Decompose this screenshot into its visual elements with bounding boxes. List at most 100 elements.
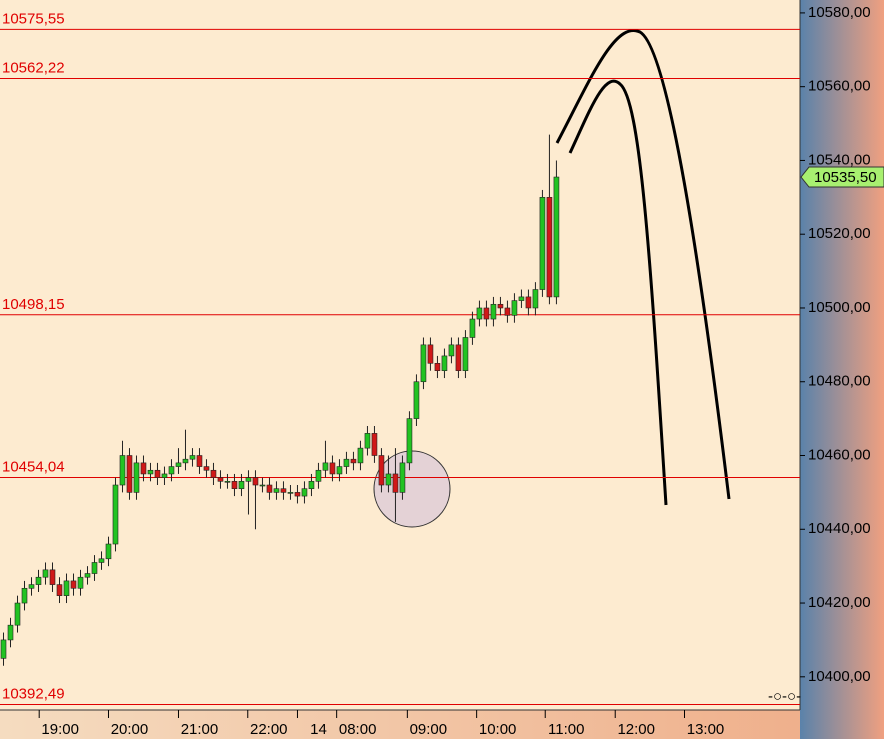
x-tick-label: 11:00: [548, 721, 584, 738]
candle-body: [546, 197, 553, 298]
candle-body: [371, 433, 378, 456]
candle-body: [119, 455, 126, 486]
candle-body: [42, 569, 49, 578]
candle-body: [140, 462, 147, 475]
y-tick-label: 10500,00: [808, 299, 871, 316]
candle-body: [483, 307, 490, 320]
candle-body: [539, 197, 546, 290]
candle-body: [161, 473, 168, 478]
candle-body: [175, 462, 182, 467]
candle-body: [287, 492, 294, 494]
candle-body: [7, 624, 14, 641]
last-price-tag: [800, 166, 884, 188]
candle-body: [14, 602, 21, 626]
candle-body: [357, 447, 364, 464]
candle-body: [420, 344, 427, 383]
y-tick-label: 10400,00: [808, 668, 871, 685]
candle-body: [245, 477, 252, 482]
candle-body: [406, 418, 413, 464]
candle-body: [392, 473, 399, 493]
candle-body: [84, 573, 91, 578]
candle-body: [259, 484, 266, 487]
candle-body: [273, 488, 280, 493]
candle-body: [525, 296, 532, 309]
projection-curve: [568, 79, 668, 506]
candle-body: [294, 492, 301, 497]
candle-body: [217, 477, 224, 482]
candle-body: [476, 307, 483, 320]
candle-body: [350, 458, 357, 464]
candle-body: [455, 344, 462, 371]
candle-body: [462, 337, 469, 371]
candle-body: [343, 458, 350, 467]
candle-body: [77, 576, 84, 589]
x-tick-label: 20:00: [111, 721, 149, 738]
candle-body: [56, 584, 63, 596]
candle-body: [231, 481, 238, 490]
candle-body: [497, 303, 504, 309]
candle-body: [63, 580, 70, 596]
y-tick-label: 10440,00: [808, 520, 871, 537]
candle-body: [511, 300, 518, 316]
y-tick-label: 10460,00: [808, 446, 871, 463]
candle-body: [329, 462, 336, 475]
x-tick-label: 09:00: [410, 721, 448, 738]
level-label: 10562,22: [2, 59, 65, 76]
x-tick-label: 21:00: [181, 721, 219, 738]
candle-body: [336, 466, 343, 475]
projection-curve: [555, 28, 731, 500]
last-price-label: 10535,50: [814, 169, 877, 186]
candle-body: [189, 455, 196, 460]
candle-body: [105, 543, 112, 560]
x-tick-label: 08:00: [339, 721, 377, 738]
candle-body: [532, 289, 539, 309]
candle-body: [147, 469, 154, 475]
candle-body: [203, 466, 210, 471]
candle-body: [168, 466, 175, 475]
x-tick-label: 10:00: [479, 721, 517, 738]
candle-body: [315, 469, 322, 482]
candle-body: [441, 355, 448, 371]
y-tick-label: 10480,00: [808, 373, 871, 390]
icon[interactable]: -○-○-: [768, 688, 801, 705]
level-label: 10498,15: [2, 296, 65, 313]
candle-body: [504, 307, 511, 316]
candle-body: [308, 481, 315, 490]
candle-body: [126, 455, 133, 493]
level-label: 10575,55: [2, 10, 65, 27]
x-tick-label: 22:00: [250, 721, 288, 738]
x-tick-label: 13:00: [687, 721, 725, 738]
candle-body: [98, 558, 105, 563]
candle-body: [266, 484, 273, 493]
candle-body: [413, 381, 420, 419]
candle-body: [196, 455, 203, 467]
candle-body: [322, 462, 329, 471]
candle-body: [385, 473, 392, 486]
candle-body: [112, 484, 119, 545]
candle-body: [154, 469, 161, 478]
candle-body: [469, 318, 476, 338]
candle-body: [35, 576, 42, 585]
candle-body: [210, 469, 217, 478]
y-tick-label: 10420,00: [808, 594, 871, 611]
y-tick-label: 10560,00: [808, 78, 871, 95]
candle-body: [70, 580, 77, 589]
candle-body: [434, 362, 441, 371]
x-tick-label: 14: [310, 721, 327, 738]
candle-body: [252, 477, 259, 486]
y-axis-area: [800, 0, 884, 739]
candle-body: [238, 481, 245, 490]
y-tick-label: 10540,00: [808, 151, 871, 168]
candle-body: [182, 458, 189, 464]
candle-body: [399, 462, 406, 493]
candle-body: [427, 344, 434, 364]
level-label: 10454,04: [2, 458, 65, 475]
candle-body: [91, 562, 98, 574]
candle-body: [0, 639, 7, 659]
candle-body: [490, 303, 497, 320]
x-tick-label: 12:00: [617, 721, 655, 738]
candle-body: [28, 584, 35, 589]
candle-body: [133, 462, 140, 493]
candle-body: [518, 296, 525, 301]
